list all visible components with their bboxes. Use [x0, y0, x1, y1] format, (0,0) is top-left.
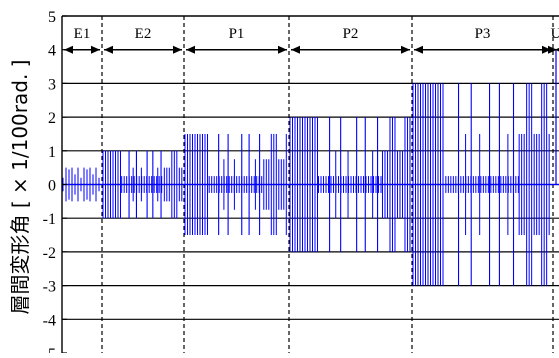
arrow-head-right — [173, 45, 182, 54]
y-tick-label: 4 — [48, 43, 56, 60]
y-tick-label: 0 — [48, 178, 56, 195]
phase-label: P3 — [475, 26, 491, 42]
arrow-head-right — [548, 45, 557, 54]
y-axis-label: 層間変形角 [ × 1/100rad. ] — [8, 60, 32, 315]
arrow-head-right — [278, 45, 287, 54]
arrow-head-left — [414, 45, 423, 54]
arrow-head-right — [542, 45, 551, 54]
y-tick-label: 3 — [48, 76, 56, 93]
arrow-head-left — [186, 45, 195, 54]
arrow-head-right — [401, 45, 410, 54]
arrow-head-left — [291, 45, 300, 54]
y-tick-label: -3 — [43, 279, 56, 296]
arrow-head-left — [104, 45, 113, 54]
arrow-head-right — [91, 45, 100, 54]
y-tick-label: -4 — [43, 312, 56, 329]
y-tick-label: 1 — [48, 144, 56, 161]
phase-label: E1 — [74, 26, 91, 42]
y-tick-label: -2 — [43, 245, 56, 262]
y-tick-label: 2 — [48, 110, 56, 127]
axis-layer: 5 4 3 2 1 0 -1 -2 -3 -4 -5 — [43, 9, 559, 358]
y-tick-label: 5 — [48, 9, 56, 26]
phase-label: U — [551, 26, 559, 42]
y-tick-label: -1 — [43, 211, 56, 228]
phase-layer: E1 E2 P1 P2 P3 U — [64, 26, 559, 54]
phase-label: E2 — [135, 26, 152, 42]
arrow-head-left — [64, 45, 73, 54]
label-layer: 層間変形角 [ × 1/100rad. ] — [8, 60, 32, 315]
y-tick-label: -5 — [43, 346, 56, 353]
phase-label: P1 — [229, 26, 245, 42]
series-layer — [62, 49, 559, 286]
phase-label: P2 — [343, 26, 359, 42]
